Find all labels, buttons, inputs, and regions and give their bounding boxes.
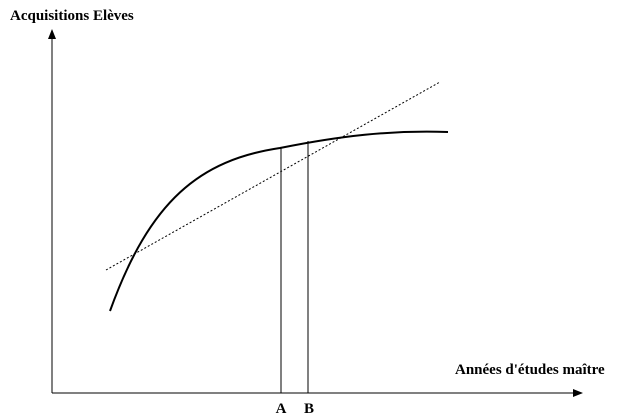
x-axis-title: Années d'études maître <box>455 362 605 378</box>
linear-trend-line <box>105 81 441 271</box>
acquisition-curve <box>109 130 449 312</box>
marker-label-a: A <box>275 401 287 417</box>
marker-label-b: B <box>303 401 314 417</box>
y-axis-title: Acquisitions Elèves <box>10 8 134 24</box>
